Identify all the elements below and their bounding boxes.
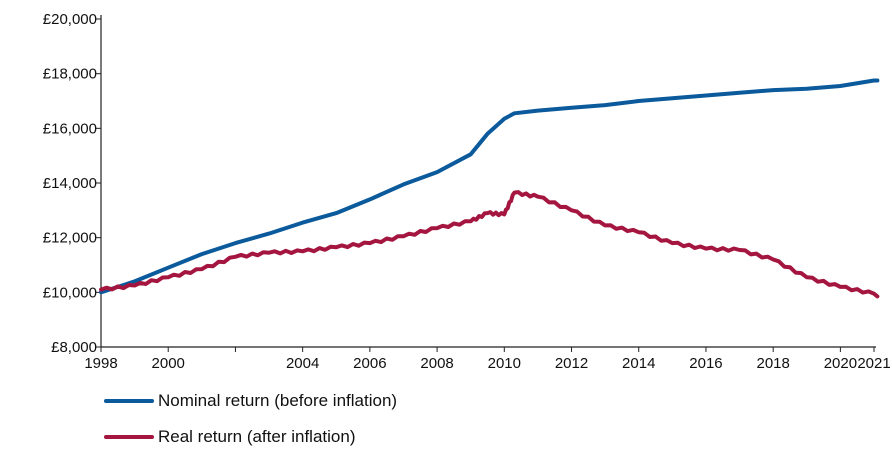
x-tick-label: 2006 — [353, 355, 386, 372]
line-chart: £8,000 £10,000 £12,000 £14,000 £16,000 £18,00… — [43, 11, 891, 372]
legend-swatch-nominal — [104, 399, 154, 403]
legend: Nominal return (before inflation) Real r… — [104, 390, 397, 462]
x-tick-label: 2004 — [286, 355, 319, 372]
x-tick-label: 2016 — [689, 355, 722, 372]
y-tick-label: £14,000 — [43, 175, 97, 192]
nominal-return-line — [99, 78, 880, 295]
x-tick-label: 2008 — [420, 355, 453, 372]
y-tick-label: £12,000 — [43, 230, 97, 247]
x-tick-label: 2014 — [622, 355, 655, 372]
legend-swatch-real — [104, 435, 154, 439]
x-tick-label: 2012 — [555, 355, 588, 372]
series-lines — [99, 78, 880, 299]
legend-label-real: Real return (after inflation) — [158, 427, 356, 446]
x-tick-label: 2021 — [857, 355, 890, 372]
y-tick-label: £18,000 — [43, 66, 97, 83]
x-tick-label: 2010 — [488, 355, 521, 372]
y-tick-label: £10,000 — [43, 284, 97, 301]
legend-label-nominal: Nominal return (before inflation) — [158, 391, 398, 410]
y-axis: £8,000 £10,000 £12,000 £14,000 £16,000 £18,00… — [43, 11, 102, 356]
x-tick-label: 1998 — [84, 355, 117, 372]
x-tick-label: 2018 — [756, 355, 789, 372]
y-tick-label: £16,000 — [43, 120, 97, 137]
x-axis: 1998 2000 2004 2006 2008 2010 2012 2014 2016 2018… — [84, 346, 891, 372]
real-return-line — [99, 190, 880, 299]
x-tick-label: 2000 — [152, 355, 185, 372]
y-tick-label: £20,000 — [43, 11, 97, 28]
legend-item-real: Real return (after inflation) — [104, 426, 397, 448]
x-tick-label: 2020 — [824, 355, 857, 372]
legend-item-nominal: Nominal return (before inflation) — [104, 390, 397, 412]
y-tick-label: £8,000 — [51, 339, 97, 356]
